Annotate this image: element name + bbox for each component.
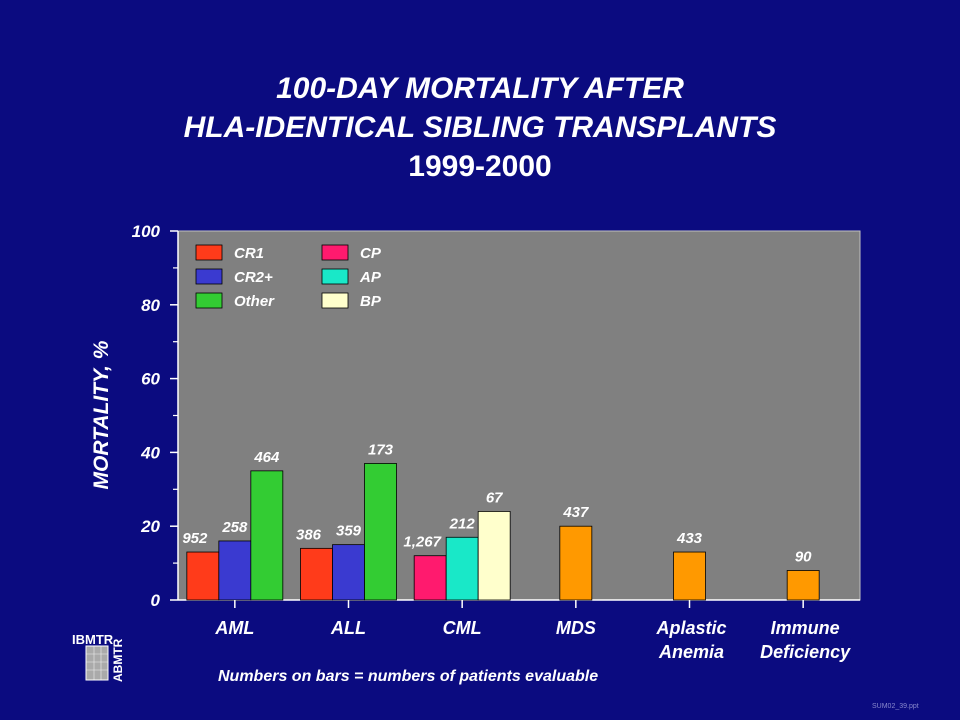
bar-n-label: 212 — [449, 515, 476, 532]
y-axis-label: MORTALITY, % — [90, 340, 113, 490]
bar-cr2plus-aml — [218, 540, 252, 601]
y-tick-label: 60 — [141, 370, 160, 389]
legend-swatch — [321, 268, 349, 285]
bar-n-label: 67 — [486, 489, 503, 506]
y-tick-label: 20 — [140, 517, 160, 536]
legend-swatch — [195, 244, 223, 261]
legend-label: Other — [234, 293, 275, 310]
bar-n-label: 90 — [795, 548, 812, 565]
y-tick-label: 0 — [151, 591, 161, 610]
x-tick-label: CML — [443, 618, 482, 638]
legend-label: BP — [360, 293, 382, 310]
legend-label: CP — [360, 245, 382, 262]
bar-n-label: 952 — [182, 530, 208, 547]
legend-label: AP — [359, 269, 382, 286]
bar-other-all — [364, 463, 397, 601]
x-tick-label: MDS — [556, 618, 596, 638]
bar-n-label: 464 — [253, 449, 280, 466]
bar-n-label: 359 — [336, 523, 362, 540]
bar-cr1-all — [300, 547, 333, 601]
bar-n-label: 1,267 — [403, 534, 441, 551]
bar-all-mds — [559, 525, 593, 601]
bar-cr2plus-all — [332, 544, 365, 601]
legend-swatch — [195, 268, 223, 285]
bar-other-aml — [250, 470, 284, 601]
footnote: Numbers on bars = numbers of patients ev… — [218, 668, 599, 685]
chart-title-line-3: 1999-2000 — [408, 150, 552, 183]
y-tick-label: 100 — [132, 222, 161, 241]
x-tick-label: Immune — [771, 618, 840, 638]
bar-n-label: 437 — [562, 504, 589, 521]
x-tick-label: AML — [214, 618, 254, 638]
plot-area — [177, 230, 861, 601]
legend-label: CR1 — [234, 245, 264, 262]
logo-text-side: ABMTR — [111, 638, 125, 682]
bar-cr1-aml — [186, 551, 220, 601]
bar-ap-cml — [445, 536, 479, 601]
x-tick-label: Aplastic — [655, 618, 726, 638]
bar-all-aplastic — [673, 551, 706, 601]
legend-label: CR2+ — [234, 269, 273, 286]
bar-cp-cml — [413, 555, 447, 601]
y-tick-label: 80 — [141, 296, 160, 315]
logo-text-top: IBMTR — [72, 632, 114, 647]
legend-swatch — [321, 244, 349, 261]
bar-n-label: 258 — [221, 519, 248, 536]
x-tick-label: ALL — [330, 618, 366, 638]
y-tick-label: 40 — [140, 443, 160, 462]
bar-n-label: 386 — [296, 526, 322, 543]
bar-n-label: 433 — [676, 530, 703, 547]
x-tick-label: Deficiency — [760, 642, 851, 662]
legend-swatch — [321, 292, 349, 309]
slide-code: SUM02_39.ppt — [872, 703, 919, 710]
chart-title-line-1: 100-DAY MORTALITY AFTER — [276, 72, 684, 105]
bar-n-label: 173 — [368, 441, 394, 458]
chart-title-line-2: HLA-IDENTICAL SIBLING TRANSPLANTS — [183, 111, 777, 144]
legend-swatch — [195, 292, 223, 309]
ibmtr-abmtr-logo: IBMTR ABMTR — [72, 632, 125, 682]
x-tick-label: Anemia — [658, 642, 724, 662]
bar-all-immune — [786, 570, 820, 601]
bar-bp-cml — [477, 511, 511, 601]
